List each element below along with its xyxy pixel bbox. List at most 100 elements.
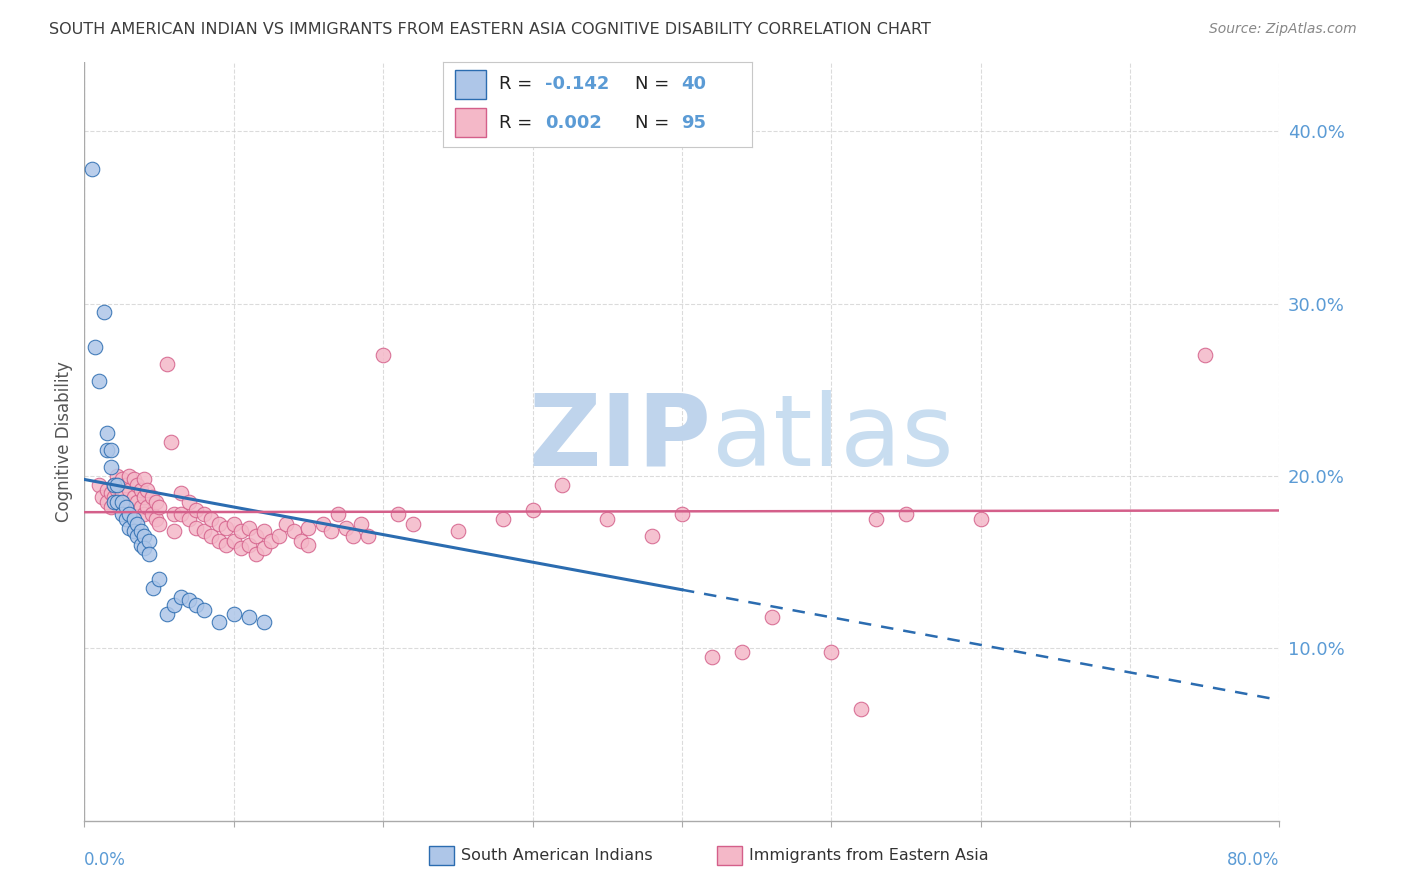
Point	[200, 512, 222, 526]
Point	[177, 593, 200, 607]
Point	[177, 512, 200, 526]
Point	[177, 495, 200, 509]
Point	[145, 512, 167, 526]
Point	[222, 517, 245, 532]
Point	[290, 534, 312, 549]
Text: South American Indians: South American Indians	[461, 848, 652, 863]
Point	[155, 357, 177, 371]
Point	[136, 500, 159, 514]
Point	[129, 524, 152, 538]
Point	[93, 305, 115, 319]
Point	[163, 507, 186, 521]
Point	[132, 490, 156, 504]
Point	[820, 645, 842, 659]
Point	[222, 607, 245, 621]
Point	[283, 524, 305, 538]
Point	[238, 538, 260, 552]
Point	[129, 538, 152, 552]
Point	[100, 460, 122, 475]
Point	[245, 547, 267, 561]
Text: atlas: atlas	[711, 390, 953, 487]
Point	[103, 490, 125, 504]
Point	[193, 507, 215, 521]
Point	[100, 443, 122, 458]
Text: R =: R =	[499, 76, 537, 94]
Point	[96, 495, 118, 509]
Point	[111, 486, 134, 500]
Point	[193, 603, 215, 617]
Point	[215, 538, 238, 552]
Point	[596, 512, 619, 526]
Point	[96, 483, 118, 497]
Text: N =: N =	[634, 76, 675, 94]
Point	[208, 534, 231, 549]
Point	[132, 529, 156, 543]
Point	[253, 524, 276, 538]
Point	[231, 541, 253, 556]
Point	[115, 495, 138, 509]
Point	[700, 649, 723, 664]
Point	[253, 541, 276, 556]
Point	[200, 529, 222, 543]
Point	[208, 615, 231, 630]
Point	[148, 517, 170, 532]
Point	[122, 490, 145, 504]
Point	[80, 162, 103, 177]
Point	[100, 500, 122, 514]
Point	[129, 483, 152, 497]
Y-axis label: Cognitive Disability: Cognitive Disability	[55, 361, 73, 522]
Point	[222, 534, 245, 549]
Point	[193, 524, 215, 538]
Text: 80.0%: 80.0%	[1227, 851, 1279, 869]
Point	[148, 500, 170, 514]
Point	[761, 610, 783, 624]
Point	[122, 524, 145, 538]
Text: SOUTH AMERICAN INDIAN VS IMMIGRANTS FROM EASTERN ASIA COGNITIVE DISABILITY CORRE: SOUTH AMERICAN INDIAN VS IMMIGRANTS FROM…	[49, 22, 931, 37]
Point	[96, 443, 118, 458]
Point	[865, 512, 887, 526]
Point	[118, 521, 141, 535]
Point	[105, 495, 128, 509]
Point	[186, 521, 208, 535]
Point	[132, 473, 156, 487]
Point	[163, 599, 186, 613]
Point	[851, 701, 873, 715]
Point	[105, 469, 128, 483]
Point	[132, 507, 156, 521]
Point	[312, 517, 335, 532]
Point	[136, 483, 159, 497]
Point	[447, 524, 470, 538]
Point	[671, 507, 693, 521]
Point	[141, 507, 163, 521]
Point	[1194, 348, 1216, 362]
Point	[170, 486, 193, 500]
Point	[522, 503, 544, 517]
Text: 40: 40	[681, 76, 706, 94]
Point	[170, 507, 193, 521]
Text: N =: N =	[634, 113, 675, 132]
Point	[111, 473, 134, 487]
Point	[186, 599, 208, 613]
Point	[894, 507, 917, 521]
Point	[253, 615, 276, 630]
Point	[335, 521, 357, 535]
Point	[215, 521, 238, 535]
Point	[267, 529, 290, 543]
Bar	[456, 108, 486, 137]
Point	[125, 477, 148, 491]
Point	[160, 434, 183, 449]
Point	[155, 607, 177, 621]
Text: R =: R =	[499, 113, 537, 132]
Point	[148, 573, 170, 587]
Point	[129, 500, 152, 514]
Point	[274, 517, 297, 532]
Point	[105, 477, 128, 491]
Point	[319, 524, 342, 538]
Point	[125, 517, 148, 532]
Point	[402, 517, 425, 532]
Point	[342, 529, 364, 543]
Point	[350, 517, 373, 532]
Point	[96, 425, 118, 440]
Point	[118, 469, 141, 483]
Point	[297, 538, 319, 552]
